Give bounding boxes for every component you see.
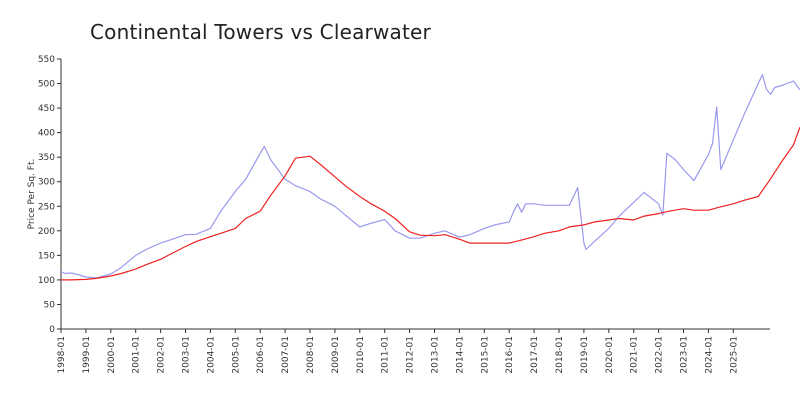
y-tick-label: 250	[38, 202, 55, 212]
y-tick-label: 350	[38, 153, 55, 163]
y-axis-title: Price Per Sq. Ft.	[27, 159, 37, 230]
y-tick-label: 100	[38, 276, 55, 286]
x-tick-label: 1999-01	[82, 336, 92, 374]
axes: 0 50 100 150 200 250 300 350 400 450 500 550 Price P…	[27, 55, 770, 374]
x-tick-label: 2020-01	[605, 336, 615, 374]
x-tick-label: 2012-01	[406, 336, 416, 374]
y-tick-label: 400	[38, 129, 55, 139]
x-tick-label: 2005-01	[231, 336, 241, 374]
x-tick-label: 2016-01	[505, 336, 515, 374]
x-tick-label: 2014-01	[455, 336, 465, 374]
x-tick-label: 2023-01	[680, 336, 690, 374]
x-tick-label: 2000-01	[107, 336, 117, 374]
series-line-2	[61, 126, 800, 281]
y-tick-label: 50	[44, 300, 56, 310]
y-tick-label: 450	[38, 104, 55, 114]
x-tick-label: 1998-01	[57, 336, 67, 374]
x-tick-label: 2008-01	[306, 336, 316, 374]
x-tick-label: 2013-01	[431, 336, 441, 374]
series-layer	[60, 74, 800, 281]
y-tick-label: 0	[49, 325, 55, 335]
y-tick-label: 150	[38, 251, 55, 261]
x-tick-label: 2021-01	[630, 336, 640, 374]
x-tick-label: 2018-01	[555, 336, 565, 374]
y-tick-label: 550	[38, 55, 55, 65]
x-tick-label: 2007-01	[281, 336, 291, 374]
chart-title: Continental Towers vs Clearwater	[90, 20, 431, 44]
x-tick-label: 2024-01	[704, 336, 714, 374]
y-tick-label: 300	[38, 178, 55, 188]
x-tick-label: 2006-01	[256, 336, 266, 374]
y-tick-label: 200	[38, 227, 55, 237]
x-tick-label: 2022-01	[655, 336, 665, 374]
x-tick-label: 2002-01	[157, 336, 167, 374]
series-line-1	[60, 74, 800, 279]
x-tick-label: 2004-01	[206, 336, 216, 374]
x-tick-label: 2015-01	[480, 336, 490, 374]
x-tick-label: 2009-01	[331, 336, 341, 374]
x-tick-label: 2003-01	[182, 336, 192, 374]
x-tick-label: 2025-01	[729, 336, 739, 374]
x-tick-label: 2011-01	[381, 336, 391, 374]
x-tick-label: 2019-01	[580, 336, 590, 374]
x-tick-label: 2017-01	[530, 336, 540, 374]
y-tick-label: 500	[38, 80, 55, 90]
x-tick-label: 2010-01	[356, 336, 366, 374]
x-tick-label: 2001-01	[132, 336, 142, 374]
